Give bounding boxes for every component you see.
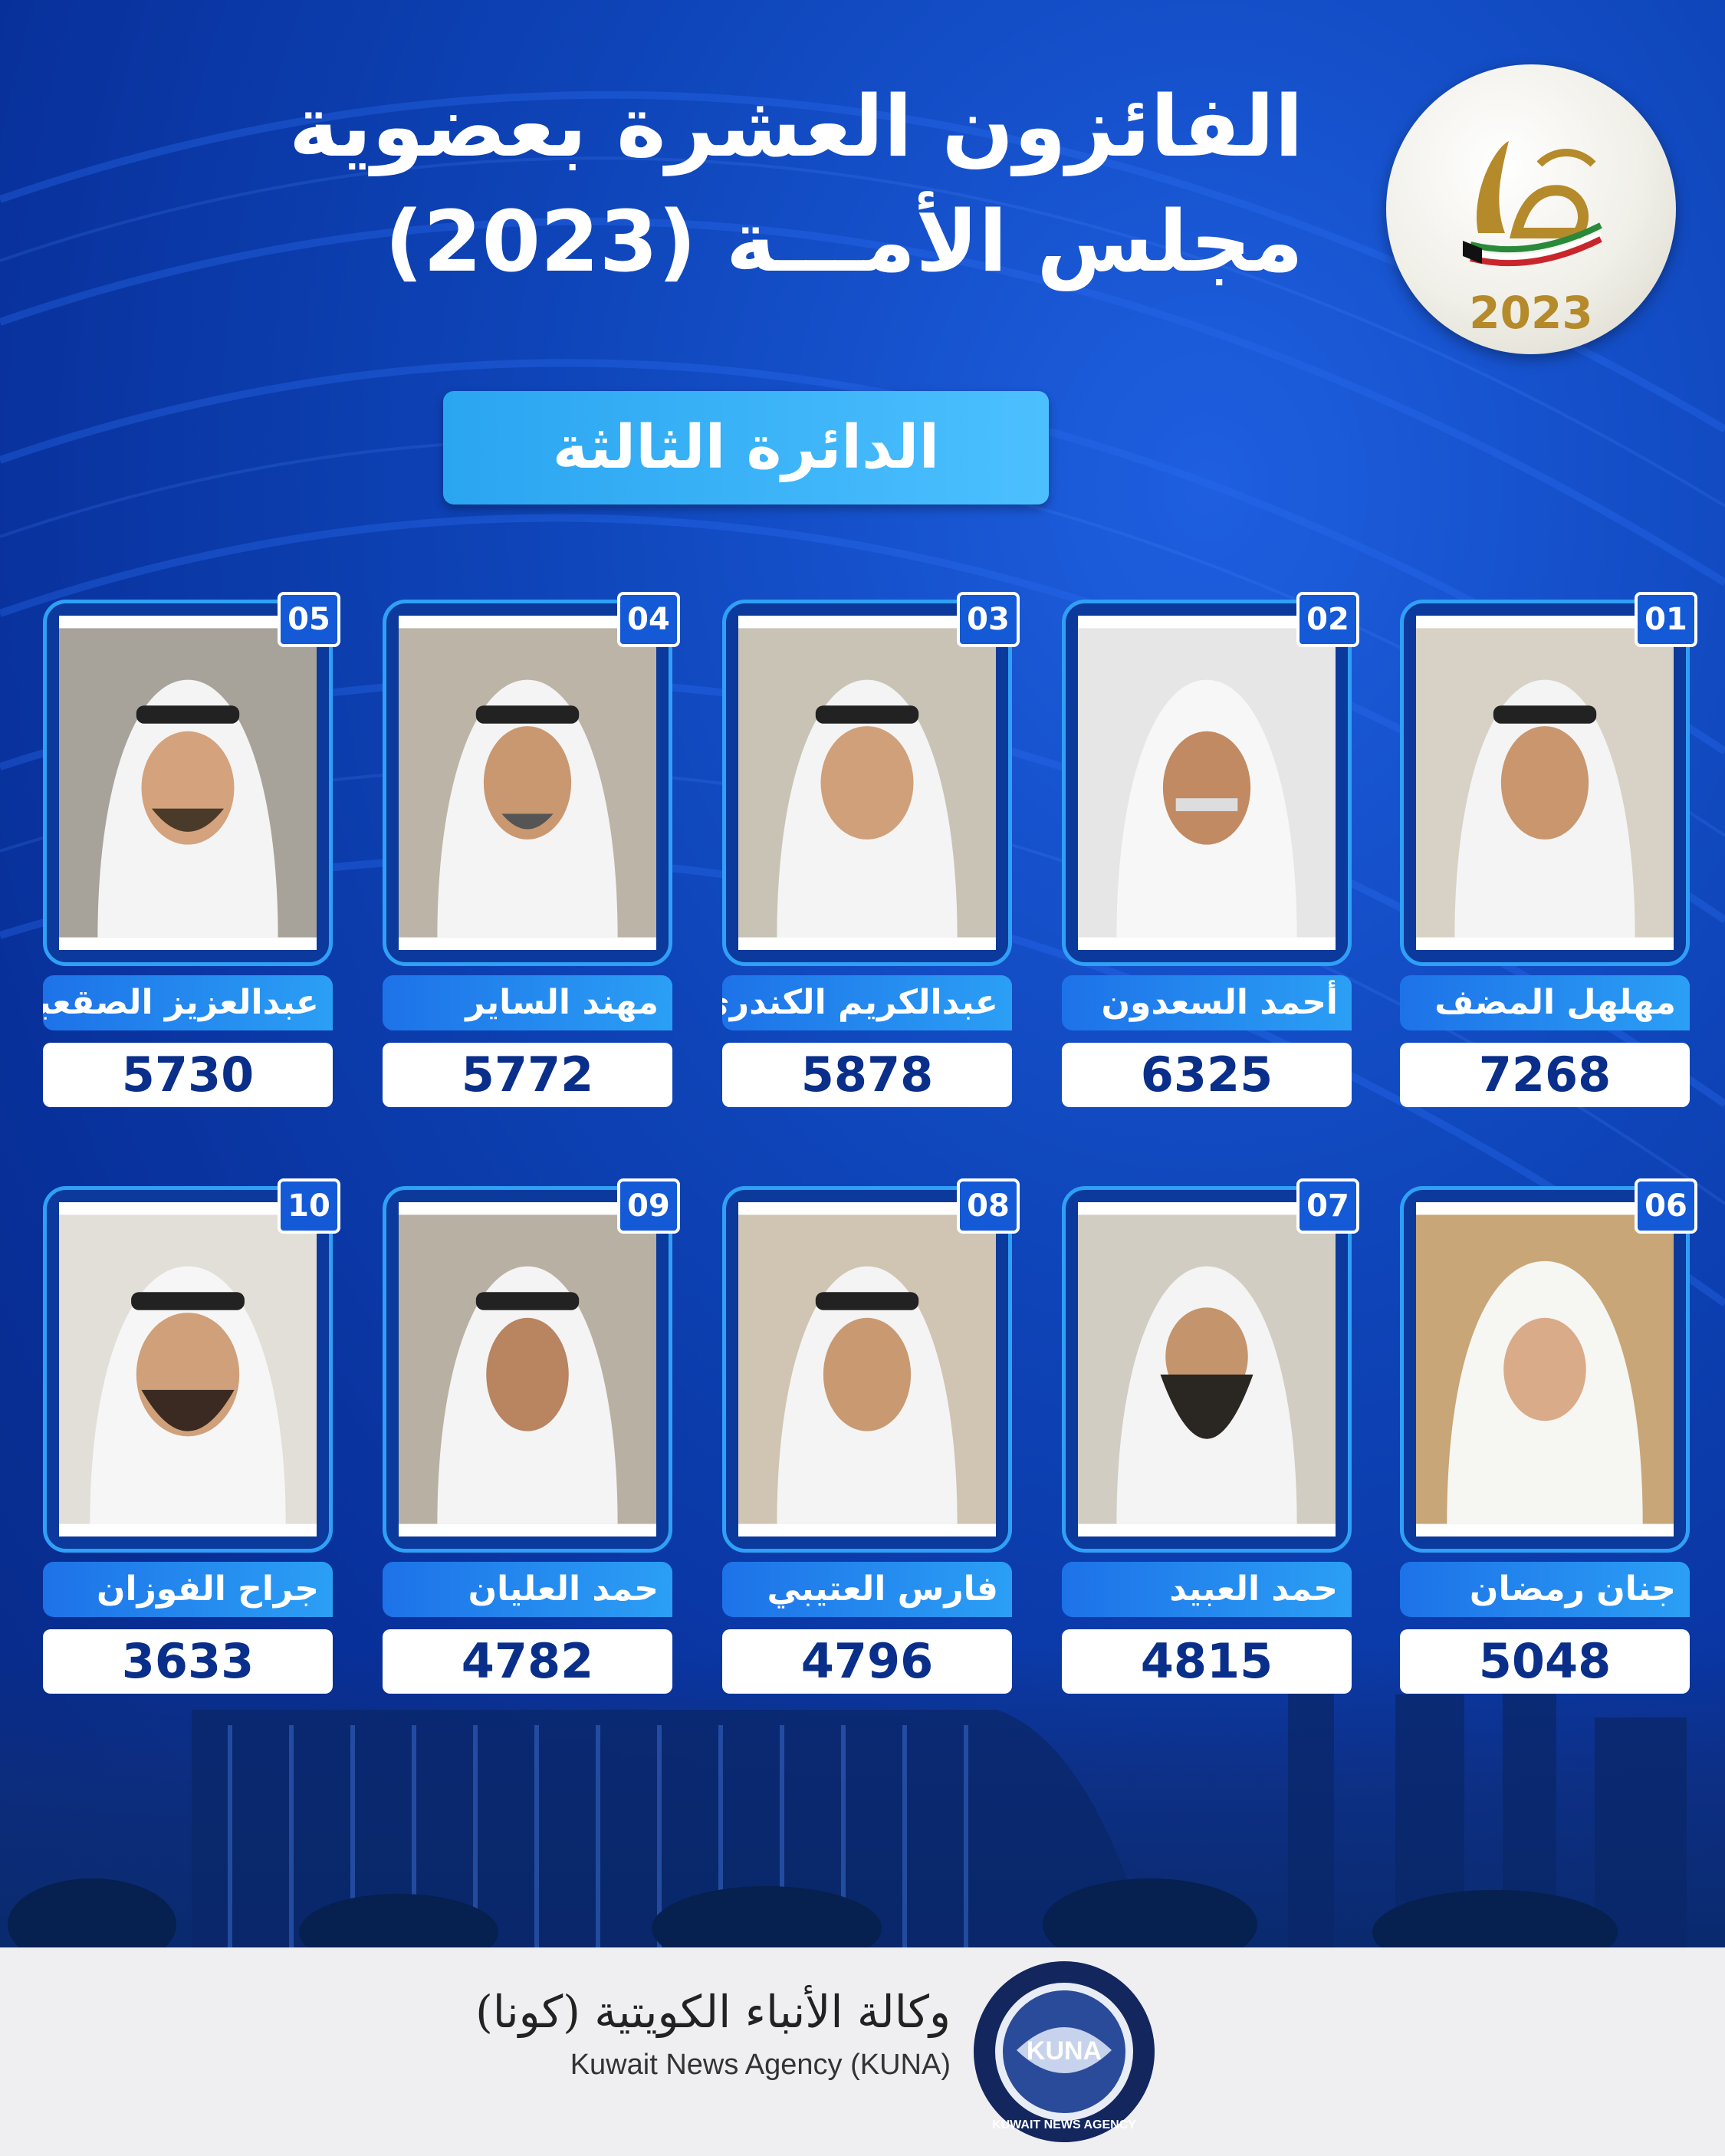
vote-count: 4782 bbox=[383, 1629, 672, 1694]
rank-badge: 03 bbox=[957, 592, 1020, 647]
candidate-name: جراح الفوزان bbox=[43, 1562, 333, 1617]
vote-count: 7268 bbox=[1400, 1043, 1690, 1107]
candidate-photo bbox=[1416, 1202, 1674, 1536]
footer bbox=[0, 1947, 1725, 2156]
candidate-photo bbox=[399, 616, 656, 950]
photo-frame bbox=[383, 1186, 672, 1553]
rank-badge: 01 bbox=[1635, 592, 1697, 647]
candidate-photo bbox=[738, 1202, 996, 1536]
vote-count: 4796 bbox=[722, 1629, 1012, 1694]
kuna-logo-ring-text: KUWAIT NEWS AGENCY bbox=[992, 2118, 1136, 2131]
background bbox=[0, 0, 1725, 1947]
district-label: الدائرة الثالثة bbox=[443, 391, 1049, 504]
election-logo: 2023 bbox=[1386, 64, 1676, 354]
candidate-photo bbox=[1078, 1202, 1336, 1536]
rank-badge: 04 bbox=[617, 592, 680, 647]
logo-year: 2023 bbox=[1469, 287, 1593, 339]
rank-badge: 07 bbox=[1296, 1178, 1359, 1234]
winner-card: 09 حمد العليان 4782 bbox=[383, 1178, 680, 1700]
photo-frame bbox=[383, 600, 672, 966]
photo-frame bbox=[1062, 600, 1352, 966]
candidate-name: أحمد السعدون bbox=[1062, 975, 1352, 1030]
rank-badge: 02 bbox=[1296, 592, 1359, 647]
winner-card: 06 جنان رمضان 5048 bbox=[1400, 1178, 1697, 1700]
photo-frame bbox=[1400, 1186, 1690, 1553]
candidate-name: جنان رمضان bbox=[1400, 1562, 1690, 1617]
ummah-calligraphy-icon bbox=[1463, 141, 1602, 267]
winner-card: 07 حمد العبيد 4815 bbox=[1062, 1178, 1359, 1700]
photo-frame bbox=[43, 600, 333, 966]
vote-count: 3633 bbox=[43, 1629, 333, 1694]
photo-frame bbox=[722, 600, 1012, 966]
candidate-photo bbox=[399, 1202, 656, 1536]
candidate-name: مهند الساير bbox=[383, 975, 672, 1030]
candidate-name: عبدالعزيز الصقعبي bbox=[43, 975, 333, 1030]
candidate-photo bbox=[59, 616, 317, 950]
candidate-name: مهلهل المضف bbox=[1400, 975, 1690, 1030]
winner-card: 08 فارس العتيبي 4796 bbox=[722, 1178, 1020, 1700]
rank-badge: 08 bbox=[957, 1178, 1020, 1234]
winner-card: 05 عبدالعزيز الصقعبي 5730 bbox=[43, 592, 340, 1113]
winner-card: 04 مهند الساير 5772 bbox=[383, 592, 680, 1113]
vote-count: 5048 bbox=[1400, 1629, 1690, 1694]
winner-card: 01 مهلهل المضف 7268 bbox=[1400, 592, 1697, 1113]
photo-frame bbox=[43, 1186, 333, 1553]
rank-badge: 10 bbox=[278, 1178, 340, 1234]
winner-card: 02 أحمد السعدون 6325 bbox=[1062, 592, 1359, 1113]
kuna-logo: KUNA KUWAIT NEWS AGENCY bbox=[974, 1961, 1155, 2142]
rank-badge: 05 bbox=[278, 592, 340, 647]
kuna-logo-text: KUNA bbox=[1027, 2036, 1102, 2066]
vote-count: 5730 bbox=[43, 1043, 333, 1107]
winner-card: 03 عبدالكريم الكندري 5878 bbox=[722, 592, 1020, 1113]
vote-count: 6325 bbox=[1062, 1043, 1352, 1107]
skyline-silhouette bbox=[0, 1648, 1725, 1947]
agency-name-english: Kuwait News Agency (KUNA) bbox=[570, 2049, 951, 2081]
vote-count: 5878 bbox=[722, 1043, 1012, 1107]
candidate-photo bbox=[1416, 616, 1674, 950]
photo-frame bbox=[1400, 600, 1690, 966]
rank-badge: 09 bbox=[617, 1178, 680, 1234]
page-title: الفائزون العشرة بعضوية مجلس الأمـــة (20… bbox=[230, 69, 1303, 299]
title-line-1: الفائزون العشرة بعضوية bbox=[288, 77, 1303, 176]
candidate-name: فارس العتيبي bbox=[722, 1562, 1012, 1617]
vote-count: 5772 bbox=[383, 1043, 672, 1107]
rank-badge: 06 bbox=[1635, 1178, 1697, 1234]
candidate-photo bbox=[1078, 616, 1336, 950]
vote-count: 4815 bbox=[1062, 1629, 1352, 1694]
candidate-name: حمد العبيد bbox=[1062, 1562, 1352, 1617]
candidate-name: عبدالكريم الكندري bbox=[722, 975, 1012, 1030]
photo-frame bbox=[722, 1186, 1012, 1553]
photo-frame bbox=[1062, 1186, 1352, 1553]
winner-card: 10 جراح الفوزان 3633 bbox=[43, 1178, 340, 1700]
agency-name-arabic: وكالة الأنباء الكويتية (كونا) bbox=[475, 1986, 951, 2038]
candidate-name: حمد العليان bbox=[383, 1562, 672, 1617]
candidate-photo bbox=[59, 1202, 317, 1536]
candidate-photo bbox=[738, 616, 996, 950]
title-line-2: مجلس الأمـــة (2023) bbox=[384, 192, 1303, 291]
